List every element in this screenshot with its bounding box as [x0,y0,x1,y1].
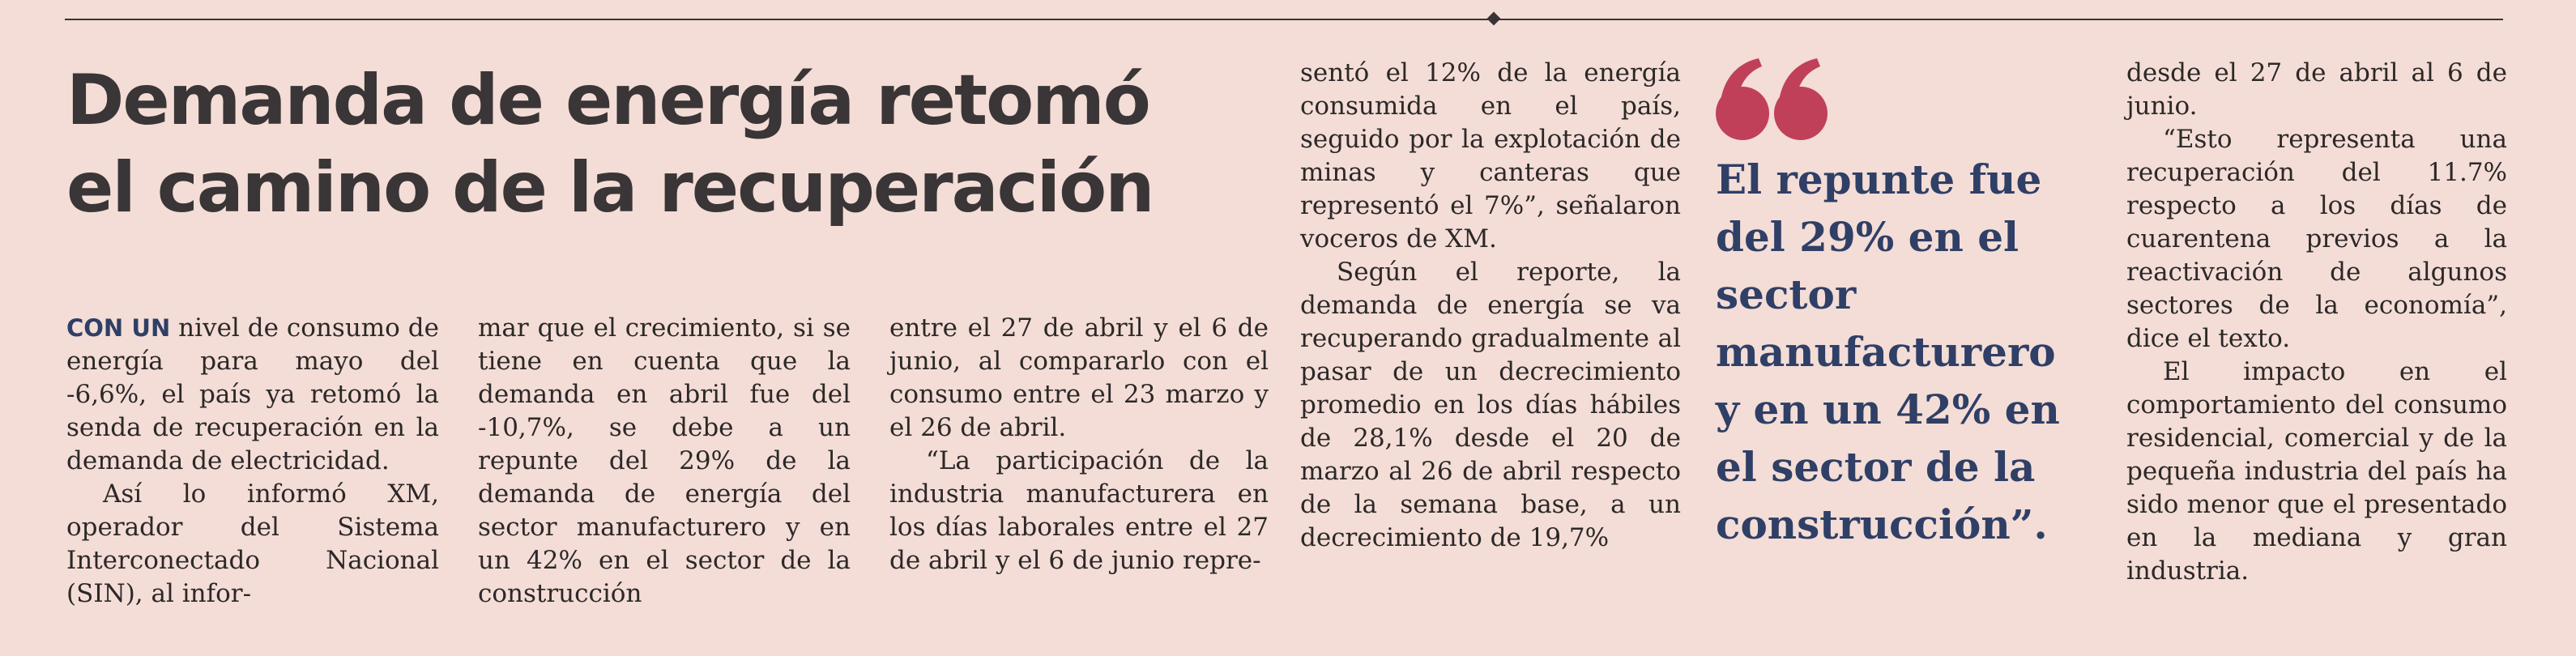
paragraph: Así lo informó XM, operador del Sistema … [66,479,439,608]
lead-in: CON UN [66,314,171,342]
rule-ornament [1486,11,1501,26]
quote-marks-icon [1716,58,1828,140]
pull-quote-line: el sector de la [1716,443,2036,491]
pull-quote-line: del 29% en el [1716,213,2019,261]
paragraph: sentó el 12% de la energía consumida en … [1300,58,1681,253]
paragraph: desde el 27 de abril al 6 de junio. [2126,58,2507,121]
paragraph: CON UN nivel de consumo de energía para … [66,312,439,478]
pull-quote-line: El repunte fue [1716,155,2042,203]
paragraph: El impacto en el comportamiento del cons… [2126,357,2507,586]
pull-quote-line: construcción”. [1716,501,2048,548]
pull-quote-line: manufacturero [1716,328,2056,376]
article-column-4: sentó el 12% de la energía consumida en … [1300,57,1681,555]
pull-quote-line: sector [1716,270,1857,318]
paragraph: entre el 27 de abril y el 6 de junio, al… [889,313,1269,442]
paragraph: “La participación de la industria manufa… [889,446,1269,575]
article-column-3: entre el 27 de abril y el 6 de junio, al… [889,312,1269,577]
headline-line-1: Demanda de energía retomó [66,60,1151,141]
article-column-6: desde el 27 de abril al 6 de junio. “Est… [2126,57,2507,588]
paragraph: mar que el crecimiento, si se tiene en c… [478,313,851,608]
paragraph-text: nivel de consumo de energía para mayo de… [66,313,439,475]
top-rule [65,19,2503,20]
headline: Demanda de energía retomó el camino de l… [66,57,1265,232]
pull-quote-line: y en un 42% en [1716,386,2060,433]
paragraph: Según el reporte, la demanda de energía … [1300,258,1681,552]
article-column-2: mar que el crecimiento, si se tiene en c… [478,312,851,611]
pull-quote: El repunte fue del 29% en el sector manu… [1716,151,2096,553]
headline-line-2: el camino de la recuperación [66,147,1154,228]
paragraph: “Esto representa una recuperación del 11… [2126,125,2507,353]
article-column-1: CON UN nivel de consumo de energía para … [66,312,439,611]
